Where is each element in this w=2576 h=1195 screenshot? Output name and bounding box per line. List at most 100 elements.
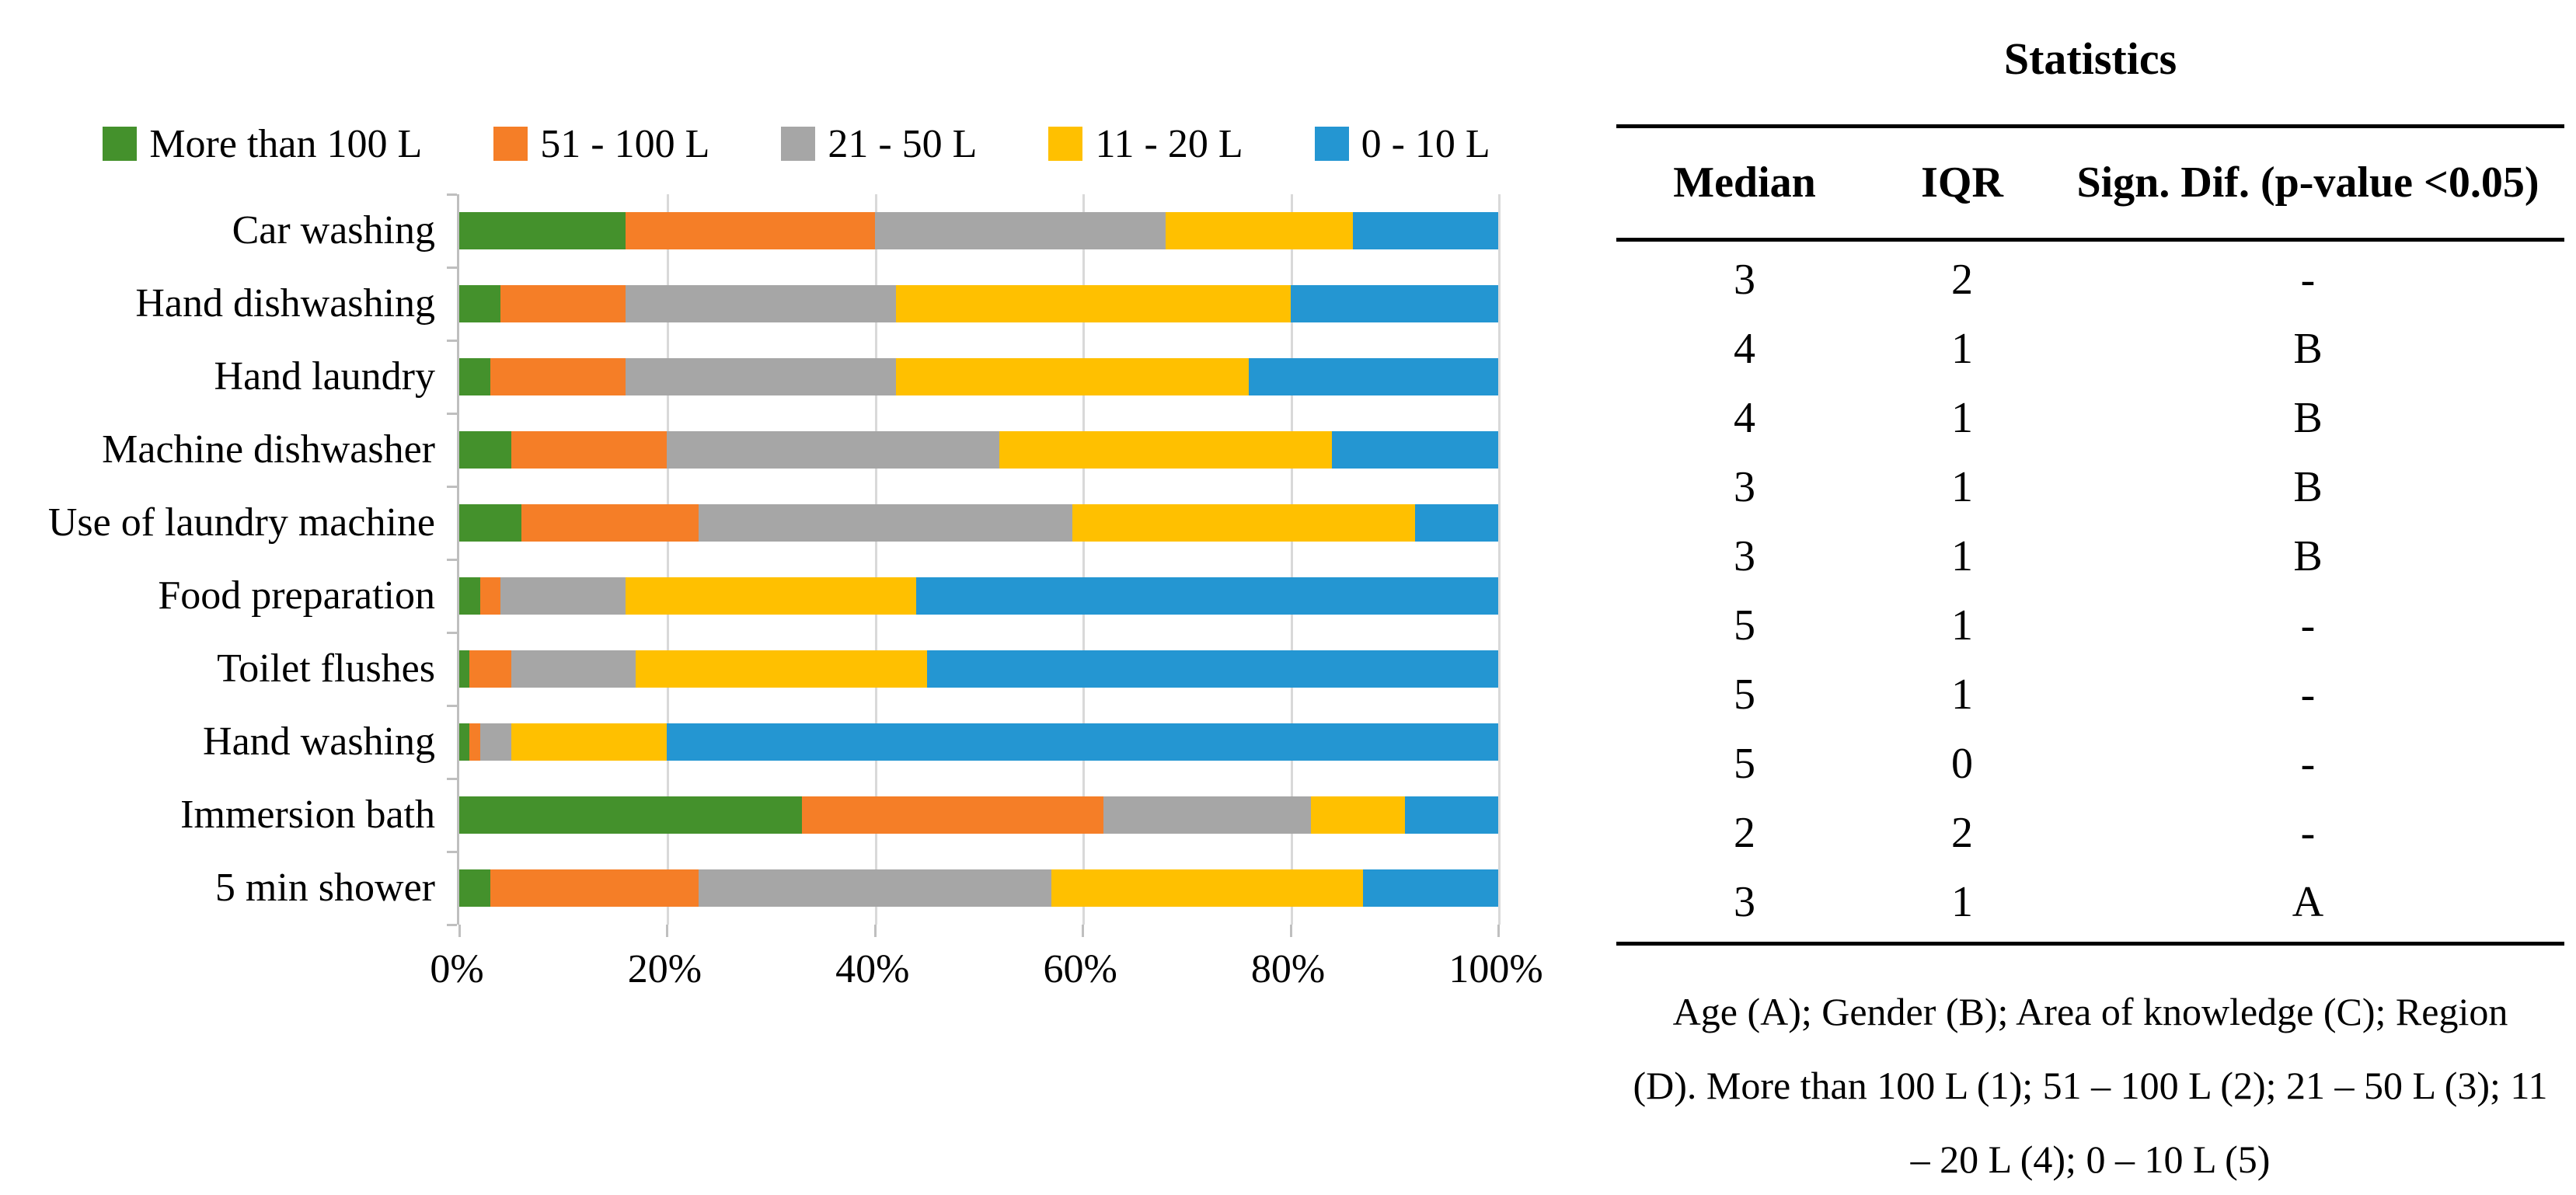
legend-swatch (1314, 127, 1349, 161)
x-axis-tick (458, 925, 461, 937)
footnote-line: Age (A); Gender (B); Area of knowledge (… (1672, 990, 2508, 1033)
bar-segment (916, 577, 1498, 615)
category-label: Hand dishwashing (135, 281, 435, 326)
bar-segment (459, 723, 470, 761)
bar-segment (1249, 358, 1498, 395)
iqr-cell: 1 (1951, 670, 1973, 719)
bar-row (459, 486, 1498, 559)
stacked-bar (459, 869, 1498, 907)
bar-segment (802, 796, 1103, 834)
table-row: 5 0 - (1616, 729, 2564, 798)
bar-segment (490, 358, 626, 395)
bar-segment (1103, 796, 1312, 834)
x-axis-tick-label: 20% (627, 947, 702, 991)
legend-item: 21 - 50 L (781, 121, 977, 167)
table-body: 3 2 - 4 1 B 4 1 B 3 1 B 3 1 B 5 1 - 5 1 - 5 0 - 2 2 - 3 1 A (1616, 245, 2564, 936)
category-label: Use of laundry machine (47, 500, 435, 545)
y-axis-tick (447, 486, 457, 488)
y-axis-tick (447, 851, 457, 853)
bar-segment (625, 212, 875, 249)
gridline (1082, 194, 1086, 925)
bar-segment (459, 504, 522, 542)
stacked-bar (459, 796, 1498, 834)
table-row: 2 2 - (1616, 798, 2564, 867)
bar-segment (1051, 869, 1364, 907)
x-axis-tick (1289, 925, 1292, 937)
iqr-cell: 1 (1951, 462, 1973, 511)
legend-label: 0 - 10 L (1361, 121, 1490, 166)
stacked-bar (459, 723, 1498, 761)
bar-segment (459, 358, 491, 395)
bar-segment (1352, 212, 1498, 249)
stacked-bar (459, 577, 1498, 615)
legend-swatch (1048, 127, 1083, 161)
y-axis-tick (447, 705, 457, 707)
bar-segment (926, 650, 1498, 688)
category-label: Toilet flushes (217, 646, 435, 691)
legend-item: 0 - 10 L (1314, 121, 1490, 167)
stacked-bar (459, 285, 1498, 322)
table-row: 3 2 - (1616, 245, 2564, 314)
sig-dif-cell: B (2293, 393, 2323, 442)
bar-segment (459, 796, 803, 834)
table-rule-header (1616, 238, 2564, 242)
sig-dif-cell: - (2300, 739, 2316, 788)
bar-segment (625, 358, 896, 395)
sig-dif-cell: B (2293, 462, 2323, 511)
bar-segment (479, 723, 511, 761)
sig-dif-cell: B (2293, 324, 2323, 373)
table-footnote: Age (A); Gender (B); Area of knowledge (… (1601, 975, 2576, 1195)
statistics-table: Statistics Median IQR Sign. Dif. (p-valu… (1616, 0, 2564, 1195)
bar-segment (1415, 504, 1498, 542)
bar-row (459, 632, 1498, 706)
stacked-bar (459, 650, 1498, 688)
x-axis-tick (873, 925, 877, 937)
legend-label: 21 - 50 L (828, 121, 978, 166)
bar-segment (895, 285, 1291, 322)
gridline (1498, 194, 1501, 925)
stacked-bar (459, 358, 1498, 395)
gridline (1290, 194, 1293, 925)
bar-segment (667, 431, 1000, 469)
bar-segment (479, 577, 501, 615)
gridline (874, 194, 877, 925)
bar-segment (895, 358, 1250, 395)
bar-segment (625, 577, 917, 615)
median-cell: 4 (1734, 324, 1755, 373)
y-axis-tick (447, 267, 457, 269)
bar-segment (490, 869, 699, 907)
x-axis-tick-label: 100% (1448, 947, 1543, 991)
sig-dif-cell: A (2292, 877, 2324, 926)
bar-segment (459, 285, 501, 322)
table-row: 3 1 B (1616, 452, 2564, 521)
category-axis-labels: Car washing Hand dishwashing Hand laundry M… (0, 194, 435, 925)
x-axis-tick (666, 925, 669, 937)
bar-segment (511, 650, 636, 688)
table-row: 3 1 B (1616, 521, 2564, 591)
table-rule-bottom (1616, 942, 2564, 946)
bar-segment (698, 504, 1072, 542)
bar-segment (459, 650, 470, 688)
median-cell: 5 (1734, 601, 1755, 650)
table-title: Statistics (2003, 33, 2177, 84)
stacked-bar-chart: More than 100 L 51 - 100 L 21 - 50 L 11 - 2… (0, 115, 1593, 992)
bar-row (459, 559, 1498, 632)
table-header-sig-dif: Sign. Dif. (p-value <0.05) (2076, 159, 2539, 207)
bar-segment (1166, 212, 1353, 249)
table-header-median: Median (1673, 159, 1816, 207)
category-label: Car washing (232, 208, 435, 253)
x-axis-tick-label: 80% (1250, 947, 1326, 991)
category-label: Food preparation (158, 573, 435, 618)
x-axis-tick-label: 40% (835, 947, 910, 991)
median-cell: 5 (1734, 670, 1755, 719)
legend-item: More than 100 L (103, 121, 422, 167)
chart-legend: More than 100 L 51 - 100 L 21 - 50 L 11 - 2… (0, 115, 1593, 172)
bar-segment (1363, 869, 1498, 907)
category-label: 5 min shower (214, 866, 435, 910)
bar-row (459, 267, 1498, 340)
sig-dif-cell: - (2300, 670, 2316, 719)
iqr-cell: 1 (1951, 393, 1973, 442)
bar-segment (500, 577, 626, 615)
y-axis-tick (447, 924, 457, 926)
legend-swatch (781, 127, 816, 161)
